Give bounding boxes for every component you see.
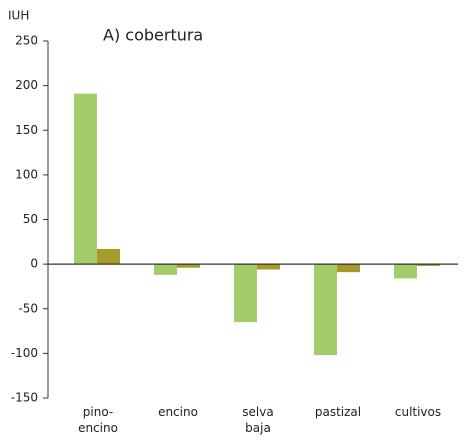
y-tick-label: 100 [15,167,38,181]
y-tick-label: 250 [15,34,38,48]
bar [154,264,177,275]
x-tick-label: selva baja [242,405,273,435]
y-tick-label: -150 [11,391,38,405]
y-tick-label: -50 [18,301,38,315]
bar [74,93,97,265]
x-tick-label: cultivos [395,405,441,419]
bar [97,248,120,265]
y-tick-label: -100 [11,346,38,360]
y-tick-label: 150 [15,123,38,137]
bar [234,264,257,323]
y-axis-label: IUH [8,9,29,23]
chart-title: A) cobertura [103,26,203,45]
bar [417,264,440,266]
y-tick-label: 50 [23,212,38,226]
y-tick-label: 0 [30,257,38,271]
bar [257,264,280,270]
x-tick-label: encino [158,405,198,419]
bar [394,264,417,279]
x-tick-label: pino-encino [78,405,118,435]
bar [337,264,360,273]
x-tick-label: pastizal [315,405,361,419]
y-tick-label: 200 [15,78,38,92]
bar [314,264,337,356]
bar [177,264,200,268]
